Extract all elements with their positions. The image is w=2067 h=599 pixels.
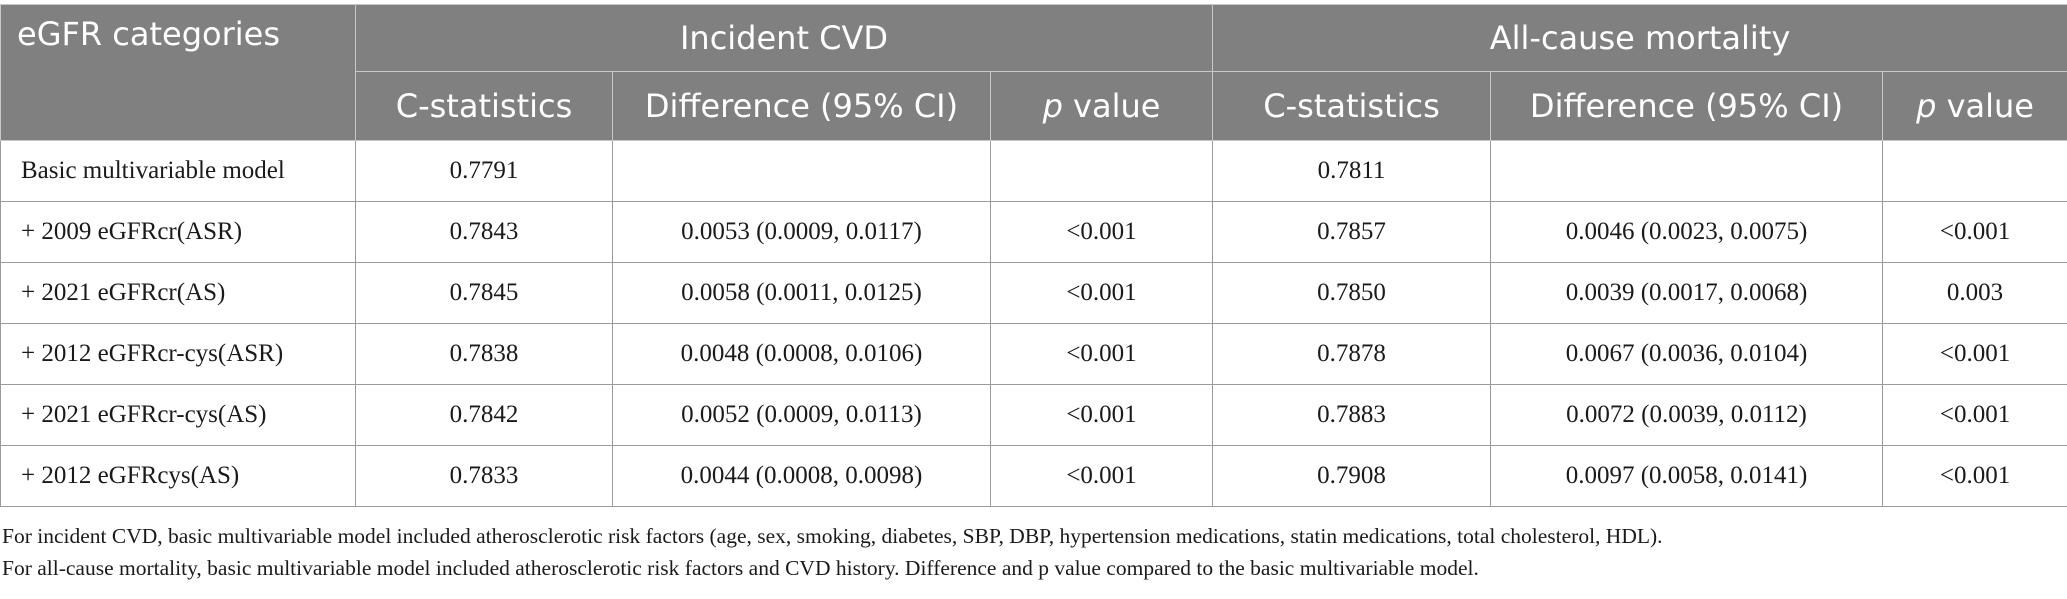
table-row: + 2021 eGFRcr-cys(AS) 0.7842 0.0052 (0.0… [0, 384, 2067, 446]
cvd-c-statistic: 0.7845 [355, 262, 613, 324]
c-statistics-table: eGFR categories Incident CVD All-cause m… [0, 4, 2067, 507]
cvd-difference: 0.0052 (0.0009, 0.0113) [612, 384, 991, 446]
mortality-difference [1490, 140, 1884, 202]
footnote-all-cause-mortality: For all-cause mortality, basic multivari… [2, 556, 1479, 580]
cvd-p-value: <0.001 [989, 262, 1214, 324]
table-body: Basic multivariable model 0.7791 0.7811 … [0, 140, 2067, 507]
cvd-p-value: <0.001 [989, 384, 1214, 446]
corner-header: eGFR categories [0, 4, 356, 141]
cvd-c-statistic: 0.7838 [355, 323, 613, 385]
mortality-difference: 0.0097 (0.0058, 0.0141) [1490, 445, 1884, 507]
mortality-difference: 0.0039 (0.0017, 0.0068) [1490, 262, 1884, 324]
mortality-p-value: <0.001 [1882, 445, 2067, 507]
cvd-c-statistics-header: C-statistics [355, 71, 613, 141]
cvd-difference: 0.0044 (0.0008, 0.0098) [612, 445, 991, 507]
group-header-incident-cvd: Incident CVD [354, 4, 1214, 72]
cvd-c-statistic: 0.7843 [355, 201, 613, 263]
mortality-c-statistic: 0.7850 [1212, 262, 1492, 324]
cvd-difference-header: Difference (95% CI) [612, 71, 991, 141]
mortality-difference: 0.0046 (0.0023, 0.0075) [1490, 201, 1884, 263]
row-label: + 2012 eGFRcr-cys(ASR) [0, 323, 356, 385]
results-table-container: eGFR categories Incident CVD All-cause m… [0, 4, 2067, 507]
table-header: eGFR categories Incident CVD All-cause m… [0, 4, 2067, 141]
mortality-p-value: <0.001 [1882, 201, 2067, 263]
row-label: + 2012 eGFRcys(AS) [0, 445, 356, 507]
cvd-c-statistic: 0.7833 [355, 445, 613, 507]
cvd-p-value [989, 140, 1214, 202]
cvd-p-value: <0.001 [989, 323, 1214, 385]
cvd-p-value-header: p value [989, 71, 1214, 141]
mortality-c-statistic: 0.7878 [1212, 323, 1492, 385]
footnote-incident-cvd: For incident CVD, basic multivariable mo… [2, 524, 1663, 548]
mortality-difference: 0.0067 (0.0036, 0.0104) [1490, 323, 1884, 385]
table-row: + 2009 eGFRcr(ASR) 0.7843 0.0053 (0.0009… [0, 201, 2067, 263]
cvd-c-statistic: 0.7791 [355, 140, 613, 202]
cvd-difference: 0.0058 (0.0011, 0.0125) [612, 262, 991, 324]
table-row: Basic multivariable model 0.7791 0.7811 [0, 140, 2067, 202]
cvd-difference: 0.0053 (0.0009, 0.0117) [612, 201, 991, 263]
row-label: Basic multivariable model [0, 140, 356, 202]
cvd-difference [612, 140, 991, 202]
table-row: + 2012 eGFRcr-cys(ASR) 0.7838 0.0048 (0.… [0, 323, 2067, 385]
mortality-difference: 0.0072 (0.0039, 0.0112) [1490, 384, 1884, 446]
row-label: + 2021 eGFRcr(AS) [0, 262, 356, 324]
mortality-c-statistics-header: C-statistics [1212, 71, 1492, 141]
group-header-all-cause-mortality: All-cause mortality [1212, 4, 2067, 72]
cvd-difference: 0.0048 (0.0008, 0.0106) [612, 323, 991, 385]
p-value-label: value [1936, 87, 2034, 125]
mortality-p-value: <0.001 [1882, 384, 2067, 446]
cvd-p-value: <0.001 [989, 445, 1214, 507]
mortality-p-value-header: p value [1882, 71, 2067, 141]
mortality-c-statistic: 0.7857 [1212, 201, 1492, 263]
mortality-difference-header: Difference (95% CI) [1490, 71, 1884, 141]
p-italic: p [1916, 87, 1937, 125]
table-footnotes: For incident CVD, basic multivariable mo… [2, 520, 2062, 584]
row-label: + 2021 eGFRcr-cys(AS) [0, 384, 356, 446]
mortality-c-statistic: 0.7811 [1212, 140, 1492, 202]
p-value-label: value [1062, 87, 1161, 125]
table-row: + 2012 eGFRcys(AS) 0.7833 0.0044 (0.0008… [0, 445, 2067, 507]
p-italic: p [1042, 87, 1063, 125]
mortality-p-value: <0.001 [1882, 323, 2067, 385]
mortality-c-statistic: 0.7883 [1212, 384, 1492, 446]
mortality-p-value [1882, 140, 2067, 202]
mortality-c-statistic: 0.7908 [1212, 445, 1492, 507]
mortality-p-value: 0.003 [1882, 262, 2067, 324]
cvd-c-statistic: 0.7842 [355, 384, 613, 446]
row-label: + 2009 eGFRcr(ASR) [0, 201, 356, 263]
cvd-p-value: <0.001 [989, 201, 1214, 263]
table-row: + 2021 eGFRcr(AS) 0.7845 0.0058 (0.0011,… [0, 262, 2067, 324]
